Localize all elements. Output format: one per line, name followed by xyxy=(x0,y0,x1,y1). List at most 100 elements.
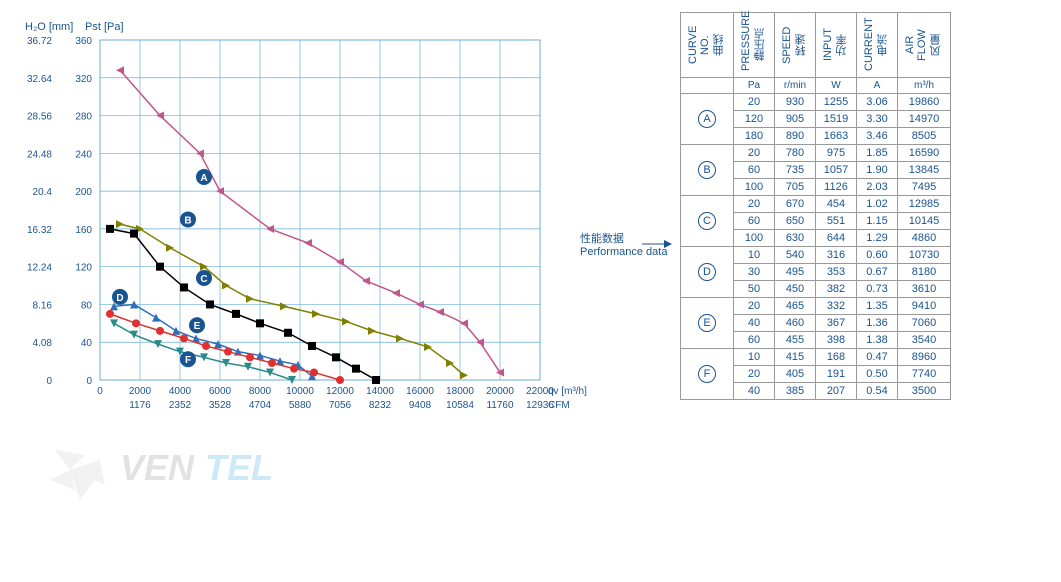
table-cell: 670 xyxy=(775,196,816,213)
svg-text:12000: 12000 xyxy=(326,386,354,397)
table-cell: 1255 xyxy=(816,94,857,111)
table-cell: 100 xyxy=(734,230,775,247)
svg-text:8.16: 8.16 xyxy=(33,300,53,311)
table-cell: 644 xyxy=(816,230,857,247)
table-cell: 10730 xyxy=(898,247,951,264)
svg-text:280: 280 xyxy=(75,112,92,123)
svg-text:80: 80 xyxy=(81,300,93,311)
table-row: B207809751.8516590 xyxy=(681,145,951,162)
table-unit: A xyxy=(857,78,898,94)
table-cell: 10145 xyxy=(898,213,951,230)
svg-text:9408: 9408 xyxy=(409,400,432,411)
svg-text:E: E xyxy=(194,321,201,332)
svg-text:28.56: 28.56 xyxy=(27,112,52,123)
table-cell: 1.29 xyxy=(857,230,898,247)
table-cell: 0.60 xyxy=(857,247,898,264)
table-cell: 353 xyxy=(816,264,857,281)
table-cell: 780 xyxy=(775,145,816,162)
svg-text:36.72: 36.72 xyxy=(27,36,52,47)
table-cell: 50 xyxy=(734,281,775,298)
table-cell: 382 xyxy=(816,281,857,298)
table-cell: 168 xyxy=(816,349,857,366)
table-unit: W xyxy=(816,78,857,94)
chart-area: H₂O [mm]Pst [Pa]00404.08808.1612012.2416… xyxy=(0,0,580,582)
table-cell: 630 xyxy=(775,230,816,247)
table-cell: 460 xyxy=(775,315,816,332)
table-cell: 180 xyxy=(734,128,775,145)
table-cell: 20 xyxy=(734,94,775,111)
svg-text:0: 0 xyxy=(46,376,52,387)
table-row: E204653321.359410 xyxy=(681,298,951,315)
svg-text:8000: 8000 xyxy=(249,386,272,397)
svg-text:200: 200 xyxy=(75,187,92,198)
svg-text:7056: 7056 xyxy=(329,400,352,411)
svg-text:A: A xyxy=(200,173,207,184)
table-unit xyxy=(681,78,734,94)
svg-text:320: 320 xyxy=(75,74,92,85)
table-cell: 3540 xyxy=(898,332,951,349)
table-cell: 10 xyxy=(734,247,775,264)
curve-id: E xyxy=(681,298,734,349)
svg-text:2352: 2352 xyxy=(169,400,192,411)
table-unit: m³/h xyxy=(898,78,951,94)
table-cell: 20 xyxy=(734,196,775,213)
svg-text:160: 160 xyxy=(75,225,92,236)
table-cell: 191 xyxy=(816,366,857,383)
table-cell: 3610 xyxy=(898,281,951,298)
table-cell: 7060 xyxy=(898,315,951,332)
svg-text:11760: 11760 xyxy=(486,400,514,411)
table-header: AIR FLOW风量 xyxy=(898,13,951,78)
table-row: D105403160.6010730 xyxy=(681,247,951,264)
svg-text:F: F xyxy=(185,355,191,366)
svg-text:qv [m³/h]: qv [m³/h] xyxy=(548,386,587,397)
table-cell: 905 xyxy=(775,111,816,128)
curve-id: C xyxy=(681,196,734,247)
table-cell: 20 xyxy=(734,145,775,162)
svg-text:3528: 3528 xyxy=(209,400,232,411)
svg-text:16000: 16000 xyxy=(406,386,434,397)
table-cell: 1519 xyxy=(816,111,857,128)
table-cell: 415 xyxy=(775,349,816,366)
performance-chart: H₂O [mm]Pst [Pa]00404.08808.1612012.2416… xyxy=(10,10,590,460)
svg-text:Pst [Pa]: Pst [Pa] xyxy=(85,21,124,33)
table-cell: 4860 xyxy=(898,230,951,247)
svg-text:C: C xyxy=(200,274,207,285)
table-cell: 551 xyxy=(816,213,857,230)
svg-text:0: 0 xyxy=(86,376,92,387)
svg-text:H₂O [mm]: H₂O [mm] xyxy=(25,21,73,33)
svg-text:14000: 14000 xyxy=(366,386,394,397)
curve-id: F xyxy=(681,349,734,400)
table-cell: 1.15 xyxy=(857,213,898,230)
svg-text:6000: 6000 xyxy=(209,386,232,397)
svg-text:10584: 10584 xyxy=(446,400,474,411)
table-cell: 705 xyxy=(775,179,816,196)
arrow-icon xyxy=(642,238,672,250)
svg-text:4.08: 4.08 xyxy=(33,338,53,349)
table-cell: 1057 xyxy=(816,162,857,179)
table-cell: 13845 xyxy=(898,162,951,179)
table-header: CURRENT电流 xyxy=(857,13,898,78)
table-cell: 367 xyxy=(816,315,857,332)
svg-text:CFM: CFM xyxy=(548,400,570,411)
table-cell: 3.06 xyxy=(857,94,898,111)
table-row: A2093012553.0619860 xyxy=(681,94,951,111)
svg-text:12.24: 12.24 xyxy=(27,263,52,274)
table-cell: 1.38 xyxy=(857,332,898,349)
table-cell: 454 xyxy=(816,196,857,213)
table-cell: 465 xyxy=(775,298,816,315)
table-cell: 8180 xyxy=(898,264,951,281)
svg-text:2000: 2000 xyxy=(129,386,152,397)
svg-text:5880: 5880 xyxy=(289,400,312,411)
table-cell: 1663 xyxy=(816,128,857,145)
svg-text:360: 360 xyxy=(75,36,92,47)
table-cell: 12985 xyxy=(898,196,951,213)
svg-text:32.64: 32.64 xyxy=(27,74,52,85)
table-unit: r/min xyxy=(775,78,816,94)
table-row: F104151680.478960 xyxy=(681,349,951,366)
svg-text:0: 0 xyxy=(97,386,103,397)
svg-text:4000: 4000 xyxy=(169,386,192,397)
table-cell: 120 xyxy=(734,111,775,128)
table-header: INPUT功率 xyxy=(816,13,857,78)
svg-text:120: 120 xyxy=(75,263,92,274)
table-cell: 0.54 xyxy=(857,383,898,400)
